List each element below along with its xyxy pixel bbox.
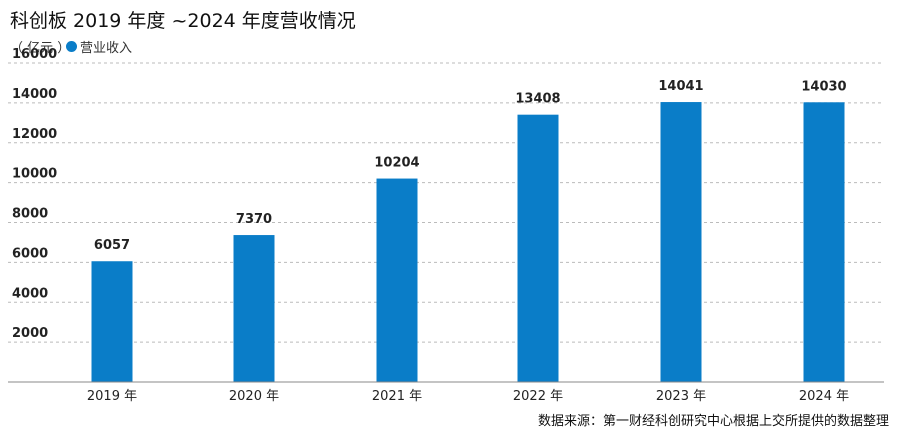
legend: 营业收入 (66, 37, 132, 56)
y-axis-unit: （ 亿元 ） (10, 41, 71, 56)
bar (803, 102, 845, 382)
bar (91, 261, 133, 382)
y-tick-label: 6000 (12, 246, 48, 261)
x-tick-label: 2024 年 (799, 389, 849, 404)
data-label: 10204 (374, 156, 419, 171)
legend-label: 营业收入 (80, 41, 133, 56)
data-labels: 6057 7370 10204 13408 14041 14030 (94, 79, 847, 253)
bar (376, 178, 418, 382)
y-axis-ticks: 2000 4000 6000 8000 10000 12000 14000 16000 (12, 47, 57, 341)
x-tick-label: 2020 年 (229, 389, 279, 404)
x-tick-label: 2021 年 (372, 389, 422, 404)
bar (233, 235, 275, 382)
legend-swatch (66, 41, 77, 52)
y-tick-label: 10000 (12, 167, 57, 182)
x-axis-ticks: 2019 年 2020 年 2021 年 2022 年 2023 年 2024 年 (87, 389, 849, 404)
y-tick-label: 12000 (12, 127, 57, 142)
y-tick-label: 16000 (12, 47, 57, 62)
gridlines (8, 62, 884, 343)
data-source-note: 数据来源：第一财经科创研究中心根据上交所提供的数据整理 (537, 414, 889, 429)
x-tick-label: 2019 年 (87, 389, 137, 404)
bars (91, 102, 845, 383)
data-label: 13408 (515, 92, 560, 107)
data-label: 14030 (801, 79, 846, 94)
y-tick-label: 4000 (12, 286, 48, 301)
data-label: 6057 (94, 238, 130, 253)
x-tick-label: 2022 年 (513, 389, 563, 404)
x-tick-label: 2023 年 (656, 389, 706, 404)
y-tick-label: 14000 (12, 87, 57, 102)
y-tick-label: 2000 (12, 326, 48, 341)
chart-title: 科创板 2019 年度 ~2024 年度营收情况 (10, 10, 356, 32)
data-label: 14041 (658, 79, 703, 94)
y-tick-label: 8000 (12, 207, 48, 222)
data-label: 7370 (236, 212, 272, 227)
bar (517, 114, 559, 382)
bar (660, 102, 702, 383)
